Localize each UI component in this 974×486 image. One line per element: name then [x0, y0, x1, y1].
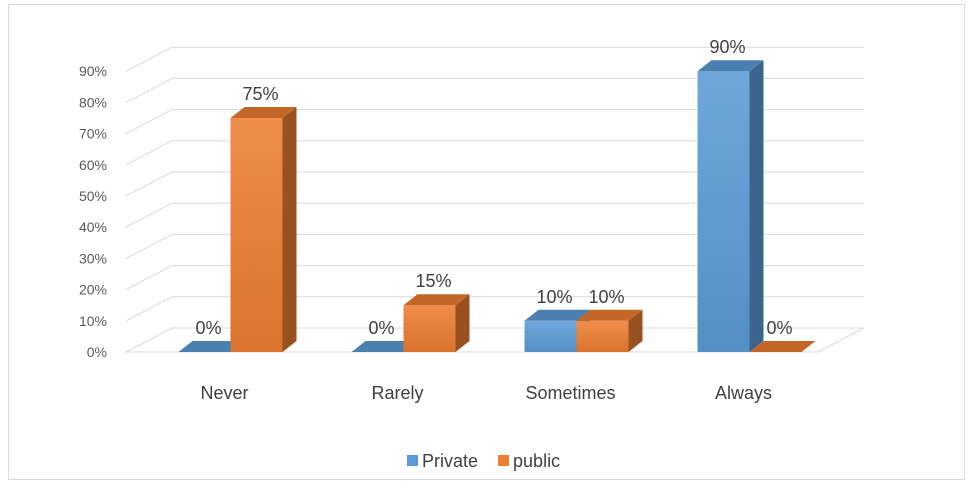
gridline-side [125, 265, 173, 291]
bar-side [455, 294, 470, 352]
x-tick-label: Sometimes [525, 383, 615, 403]
legend-item-private: Private [407, 451, 478, 471]
bar-top [697, 60, 764, 72]
bar-private-never [178, 341, 245, 352]
gridline-side [125, 296, 173, 322]
y-tick-label: 90% [79, 63, 107, 79]
y-tick-label: 0% [87, 344, 107, 360]
y-tick-label: 20% [79, 282, 107, 298]
legend-item-public: public [498, 451, 560, 471]
bar-public-never [230, 107, 297, 352]
bar-front [576, 320, 629, 352]
bar-top [524, 309, 591, 321]
bar-top [749, 341, 816, 352]
y-tick-label: 40% [79, 219, 107, 235]
y-tick-label: 70% [79, 126, 107, 142]
bar-front [697, 71, 750, 352]
gridline-side [125, 171, 173, 197]
bar-chart: 0% 10% 20% 30% 40% 50% 60% 70% 80% 90% 0% 75% 0% 15% 1… [79, 37, 865, 471]
data-label: 15% [415, 271, 451, 291]
bar-public-rarely [403, 294, 470, 352]
bar-top [230, 107, 297, 118]
legend-label: Private [422, 451, 478, 471]
floor-edge [817, 327, 865, 353]
legend-label: public [513, 451, 560, 471]
bar-front [524, 320, 577, 352]
data-label: 0% [195, 318, 221, 338]
bar-public-always [749, 341, 816, 352]
x-tick-label: Always [715, 383, 772, 403]
data-label: 10% [588, 287, 624, 307]
bar-top [576, 309, 643, 321]
bar-front [403, 305, 456, 352]
y-tick-label: 80% [79, 94, 107, 110]
bars [178, 60, 816, 352]
data-label: 0% [766, 318, 792, 338]
x-tick-label: Rarely [371, 383, 423, 403]
bar-top [351, 341, 418, 352]
y-tick-label: 10% [79, 313, 107, 329]
gridline-side [125, 327, 173, 353]
bar-side [628, 309, 643, 352]
gridline-side [125, 202, 173, 228]
y-axis: 0% 10% 20% 30% 40% 50% 60% 70% 80% 90% [79, 63, 107, 360]
bar-top [178, 341, 245, 352]
y-tick-label: 60% [79, 157, 107, 173]
bar-public-sometimes [576, 309, 643, 352]
y-tick-label: 30% [79, 250, 107, 266]
legend-swatch [407, 455, 418, 466]
gridline-side [125, 140, 173, 166]
data-label: 75% [242, 84, 278, 104]
x-tick-label: Never [200, 383, 248, 403]
gridline-side [125, 77, 173, 103]
legend: Private public [407, 451, 560, 471]
chart-frame: 0% 10% 20% 30% 40% 50% 60% 70% 80% 90% 0% 75% 0% 15% 1… [8, 4, 965, 480]
y-tick-label: 50% [79, 188, 107, 204]
bar-private-always [697, 60, 764, 352]
gridline-side [125, 233, 173, 259]
data-label: 10% [536, 287, 572, 307]
gridline-side [125, 109, 173, 135]
bar-private-rarely [351, 341, 418, 352]
data-label: 0% [368, 318, 394, 338]
bar-front [230, 118, 283, 352]
legend-swatch [498, 455, 510, 466]
bar-side [282, 107, 297, 352]
bar-top [403, 294, 470, 306]
bar-side [749, 60, 764, 352]
data-label: 90% [709, 37, 745, 57]
gridline-side [125, 46, 173, 72]
data-labels: 0% 75% 0% 15% 10% 10% 90% 0% [195, 37, 792, 338]
